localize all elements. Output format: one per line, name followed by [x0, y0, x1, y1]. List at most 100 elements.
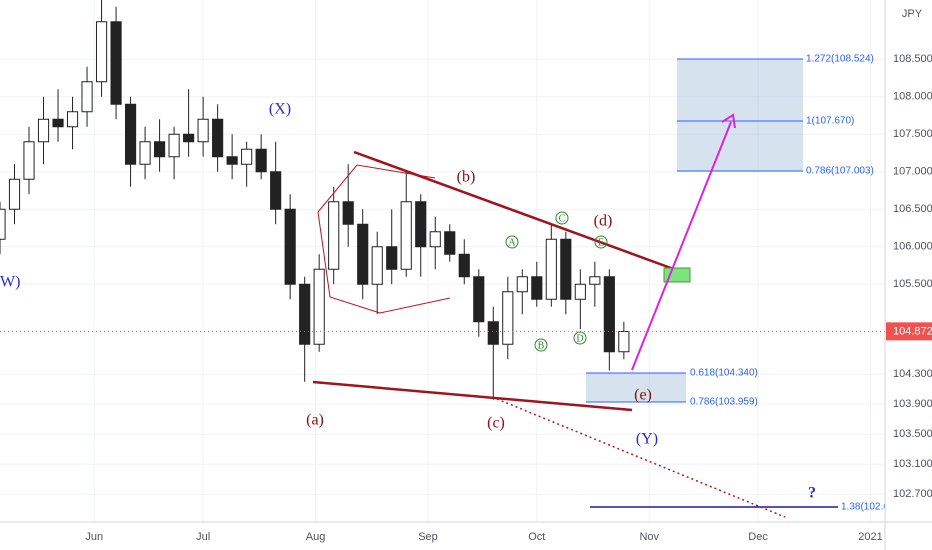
candle-body: [299, 283, 311, 345]
candle-body: [342, 201, 354, 225]
grid: [0, 0, 885, 522]
candle-body: [139, 141, 151, 165]
candle-body: [197, 118, 209, 143]
wave-label: (Y): [636, 431, 658, 448]
candle-body: [0, 208, 6, 240]
candle-body: [241, 148, 253, 165]
candle-body: [81, 81, 93, 113]
x-tick-label: Nov: [639, 531, 659, 543]
fib-label: 1.272(108.524): [806, 54, 874, 65]
y-tick-label: 108.500: [893, 53, 932, 65]
candle-body: [531, 276, 543, 300]
wave-label: ?: [808, 485, 816, 502]
y-tick-label: 103.500: [893, 428, 932, 440]
fib-label: 0.618(104.340): [690, 368, 758, 379]
candle-body: [52, 118, 64, 128]
y-tick-label: 103.900: [893, 398, 932, 410]
wave-label: (b): [457, 169, 476, 186]
candle-body: [284, 208, 296, 285]
candle-body: [386, 246, 398, 270]
sub-wave-label: A: [508, 237, 516, 248]
candle-body: [270, 171, 282, 210]
sub-waves: A B C D E: [505, 211, 608, 352]
wave-label: (e): [634, 387, 652, 404]
wave-label: (d): [594, 213, 613, 230]
candle-body: [429, 231, 441, 248]
sub-wave-circle: [573, 331, 587, 345]
candle-body: [357, 223, 369, 285]
fib-label: 1(107.670): [806, 116, 854, 127]
candles: [0, 0, 885, 400]
price-scale: [885, 0, 932, 550]
y-tick-label: 106.500: [893, 203, 932, 215]
candle-body: [154, 141, 166, 158]
sub-wave-label: C: [559, 213, 566, 224]
candle-body: [502, 291, 514, 345]
y-tick-label: 105.500: [893, 278, 932, 290]
candle-body: [415, 201, 427, 248]
currency-label: JPY: [902, 8, 923, 20]
candle-body: [487, 321, 499, 345]
wave-label: W): [0, 274, 20, 291]
x-tick-label: Aug: [306, 531, 326, 543]
sub-wave-label: E: [598, 237, 604, 248]
y-tick-label: 108.000: [893, 91, 932, 103]
candle-body: [574, 283, 586, 300]
candle-body: [212, 118, 224, 158]
y-tick-label: 104.300: [893, 368, 932, 380]
wave-label: (a): [306, 412, 324, 429]
axes: 108.500 108.000 107.500 107.000 106.500 106.0…: [85, 53, 932, 543]
candle-body: [458, 253, 470, 278]
candle-body: [183, 133, 195, 143]
sub-wave-label: B: [538, 340, 545, 351]
fib-label: 1.38(102.60: [841, 502, 895, 513]
sub-wave-circle: [505, 235, 519, 249]
sub-wave-circle: [555, 211, 569, 225]
candle-body: [37, 118, 50, 143]
sub-wave-label: D: [576, 333, 583, 344]
candle-body: [400, 201, 412, 270]
candle-body: [545, 238, 557, 300]
projection-arrow: [631, 121, 732, 371]
drawings: W) (X) (b) (d) (a) (c) (e) (Y) ? A B C D…: [0, 54, 895, 518]
last-price-label: 104.872: [893, 325, 932, 337]
x-tick-label: Sep: [418, 531, 438, 543]
fib-label: 0.786(103.959): [690, 397, 758, 408]
y-tick-label: 103.100: [893, 458, 932, 470]
trend-line: [353, 150, 691, 277]
y-tick-label: 102.700: [893, 488, 932, 500]
candle-body: [444, 231, 456, 255]
time-scale: [0, 522, 932, 550]
x-tick-label: 2021: [858, 531, 882, 543]
candle-body: [8, 178, 21, 210]
trend-line: [312, 380, 633, 412]
wave-label: (X): [269, 101, 291, 118]
wave-label: (c): [487, 415, 505, 432]
candle-body: [95, 21, 108, 83]
candle-body: [589, 276, 601, 285]
candle-body: [313, 268, 325, 345]
triangle-line: [317, 164, 436, 213]
candle-body: [516, 276, 528, 293]
candle-body: [226, 156, 238, 165]
candle-body: [255, 148, 267, 173]
fib-box: [677, 59, 803, 171]
candle-body: [473, 276, 485, 323]
fib-label: 0.786(107.003): [806, 166, 874, 177]
last-price-box: [886, 322, 932, 341]
y-tick-label: 107.500: [893, 128, 932, 140]
arrow-head: [721, 113, 736, 129]
candle-body: [328, 201, 340, 270]
candle-body: [603, 276, 615, 353]
fib-box: [586, 373, 686, 402]
candle-body: [23, 141, 35, 180]
candle-body: [110, 21, 122, 105]
candle-body: [66, 111, 79, 128]
candle-body: [124, 103, 137, 165]
x-tick-label: Dec: [748, 531, 768, 543]
triangle-line: [317, 211, 451, 314]
x-tick-label: Jul: [196, 531, 210, 543]
trend-line: [496, 398, 786, 518]
candle-body: [168, 133, 180, 158]
